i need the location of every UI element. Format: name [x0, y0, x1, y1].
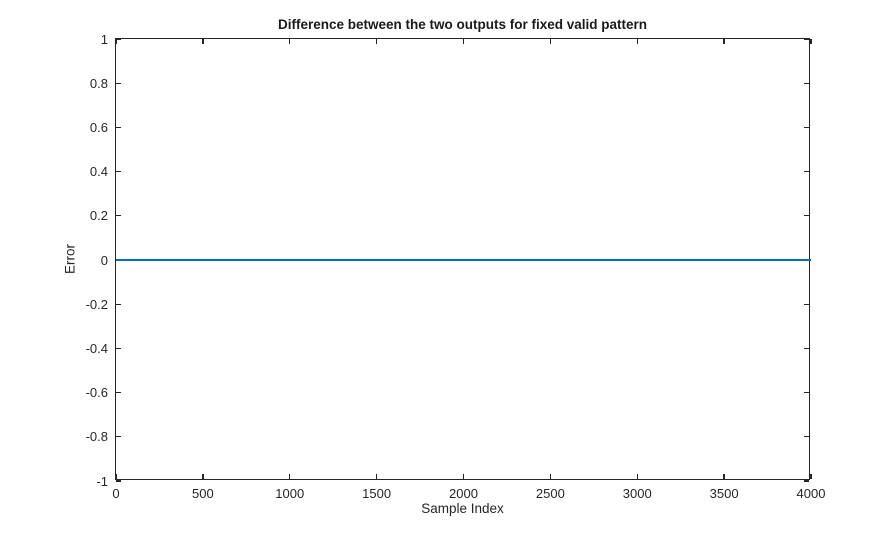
x-tick-mark-top — [723, 39, 725, 44]
y-tick-label: 0.6 — [89, 119, 108, 135]
x-tick-mark-top — [375, 39, 378, 44]
data-line-output-difference — [116, 259, 811, 261]
plot-area: 0 500 1000 1500 2000 2500 3000 3500 4000 -1 -0.8 -0… — [86, 32, 826, 502]
y-tick-mark-right — [804, 436, 809, 438]
y-tick-mark-right — [804, 38, 809, 40]
x-tick-mark-top — [289, 39, 291, 44]
x-tick-mark — [723, 474, 725, 479]
y-tick-mark — [116, 126, 121, 129]
y-tick-label: -0.2 — [85, 296, 108, 312]
x-tick-mark — [375, 474, 378, 479]
x-tick-mark-top — [462, 39, 465, 44]
x-tick-label: 500 — [192, 486, 214, 501]
x-tick-mark — [462, 474, 465, 479]
x-tick-label: 4000 — [796, 486, 826, 501]
y-tick-label: 1 — [100, 31, 108, 47]
y-tick-mark-right — [804, 215, 809, 217]
x-tick-mark — [289, 474, 291, 479]
y-tick-mark — [116, 38, 121, 40]
x-tick-label: 0 — [112, 486, 120, 501]
x-tick-label: 1000 — [275, 486, 305, 501]
y-tick-mark-right — [804, 391, 809, 394]
y-tick-mark — [116, 391, 121, 394]
x-tick-mark-top — [810, 39, 812, 44]
y-tick-label: -0.4 — [85, 340, 108, 356]
chart-title: Difference between the two outputs for f… — [277, 17, 648, 32]
y-tick-mark-right — [804, 347, 809, 350]
y-tick-mark — [116, 436, 121, 438]
y-tick-label: -0.8 — [85, 429, 108, 445]
y-tick-label: 0 — [100, 252, 108, 268]
y-tick-mark — [116, 170, 121, 173]
y-tick-mark — [116, 303, 121, 305]
y-tick-mark — [116, 480, 121, 482]
x-tick-label: 2000 — [449, 486, 478, 501]
x-axis-label: Sample Index — [421, 501, 504, 516]
y-tick-mark — [116, 82, 121, 84]
x-tick-label: 3000 — [622, 486, 652, 501]
y-tick-label: 0.2 — [89, 208, 108, 224]
y-tick-mark — [116, 215, 121, 217]
x-tick-label: 2500 — [535, 486, 565, 501]
x-tick-mark-top — [202, 39, 204, 44]
x-tick-mark — [636, 474, 638, 479]
y-tick-mark — [116, 347, 121, 350]
x-tick-mark — [810, 474, 812, 479]
x-tick-label: 3500 — [709, 486, 739, 501]
y-tick-label: 0.4 — [89, 164, 108, 180]
y-tick-mark-right — [804, 82, 809, 84]
y-tick-mark-right — [804, 303, 809, 305]
x-tick-mark-top — [115, 39, 117, 44]
y-tick-label: -0.6 — [85, 385, 108, 401]
x-tick-mark-top — [636, 39, 638, 44]
y-tick-label: -1 — [96, 473, 108, 489]
x-tick-mark — [115, 474, 117, 479]
y-tick-mark-right — [804, 480, 809, 482]
y-tick-mark-right — [804, 170, 809, 173]
x-tick-mark-top — [549, 39, 552, 44]
y-tick-mark-right — [804, 126, 809, 129]
x-tick-mark — [202, 474, 204, 479]
y-tick-label: 0.8 — [89, 75, 108, 91]
x-tick-mark — [549, 474, 552, 479]
x-tick-label: 1500 — [362, 486, 392, 501]
